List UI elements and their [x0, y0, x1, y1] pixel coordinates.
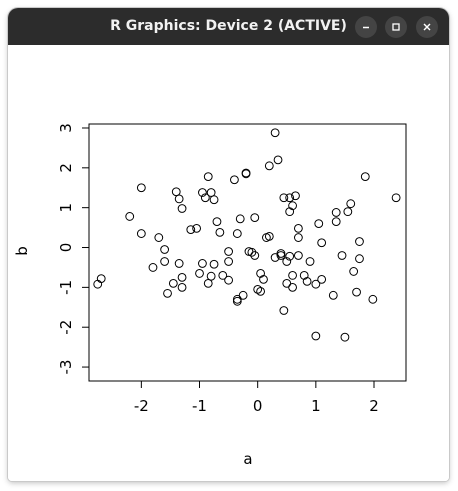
data-point — [289, 272, 297, 280]
data-point — [341, 333, 349, 341]
x-tick-label: 2 — [369, 397, 379, 415]
x-axis-label: a — [243, 450, 252, 468]
data-point — [332, 218, 340, 226]
data-point — [294, 252, 302, 260]
scatter-plot: -2 -1 0 1 2 -3 -2 -1 0 1 2 3 a b — [8, 45, 449, 481]
data-point — [294, 234, 302, 242]
minimize-icon — [361, 22, 371, 32]
data-point — [356, 238, 364, 246]
data-point — [236, 215, 244, 223]
data-point — [318, 239, 326, 247]
data-point — [210, 196, 218, 204]
data-point — [265, 162, 273, 170]
data-point — [126, 213, 134, 221]
data-point — [164, 289, 172, 297]
minimize-button[interactable] — [355, 16, 377, 38]
data-point — [216, 228, 224, 236]
data-points — [94, 129, 400, 341]
close-icon — [422, 22, 432, 32]
data-point — [251, 214, 259, 222]
data-point — [392, 194, 400, 202]
data-point — [199, 260, 207, 268]
data-point — [344, 208, 352, 216]
data-point — [225, 248, 233, 256]
data-point — [94, 280, 102, 288]
data-point — [233, 295, 241, 303]
x-tick-label: -1 — [192, 397, 207, 415]
data-point — [178, 205, 186, 213]
y-tick-label: -2 — [57, 320, 75, 335]
x-tick-label: 1 — [311, 397, 321, 415]
y-axis-label: b — [13, 246, 31, 256]
data-point — [369, 295, 377, 303]
data-point — [356, 255, 364, 263]
x-tick-label: -2 — [134, 397, 149, 415]
data-point — [178, 283, 186, 291]
data-point — [312, 332, 320, 340]
y-tick-label: 3 — [57, 123, 75, 133]
data-point — [265, 232, 273, 240]
data-point — [204, 279, 212, 287]
window-title: R Graphics: Device 2 (ACTIVE) — [8, 8, 449, 45]
maximize-button[interactable] — [385, 16, 407, 38]
data-point — [210, 260, 218, 268]
data-point — [175, 195, 183, 203]
y-tick-label: 2 — [57, 163, 75, 173]
data-point — [233, 297, 241, 305]
data-point — [172, 188, 180, 196]
data-point — [350, 268, 358, 276]
data-point — [225, 276, 233, 284]
data-point — [329, 291, 337, 299]
data-point — [161, 258, 169, 266]
data-point — [155, 234, 163, 242]
data-point — [196, 270, 204, 278]
data-point — [306, 258, 314, 266]
data-point — [207, 272, 215, 280]
data-point — [318, 275, 326, 283]
data-point — [239, 291, 247, 299]
data-point — [289, 283, 297, 291]
data-point — [338, 252, 346, 260]
data-point — [233, 230, 241, 238]
data-point — [97, 275, 105, 283]
y-tick-label: -3 — [57, 360, 75, 375]
data-point — [149, 264, 157, 272]
y-axis: -3 -2 -1 0 1 2 3 — [57, 123, 89, 374]
plot-area: -2 -1 0 1 2 -3 -2 -1 0 1 2 3 a b — [8, 45, 449, 481]
data-point — [283, 279, 291, 287]
data-point — [169, 279, 177, 287]
data-point — [274, 156, 282, 164]
close-button[interactable] — [416, 16, 438, 38]
data-point — [353, 288, 361, 296]
data-point — [347, 200, 355, 208]
y-tick-label: -1 — [57, 280, 75, 295]
data-point — [213, 218, 221, 226]
y-tick-label: 1 — [57, 203, 75, 213]
x-tick-label: 0 — [253, 397, 263, 415]
r-graphics-window: R Graphics: Device 2 (ACTIVE) -2 -1 0 1 2 -3… — [8, 8, 449, 481]
maximize-icon — [391, 22, 401, 32]
data-point — [204, 173, 212, 181]
data-point — [225, 258, 233, 266]
y-tick-label: 0 — [57, 243, 75, 253]
data-point — [137, 230, 145, 238]
data-point — [294, 224, 302, 232]
data-point — [280, 307, 288, 315]
data-point — [231, 176, 239, 184]
data-point — [271, 129, 279, 137]
data-point — [161, 246, 169, 254]
data-point — [137, 184, 145, 192]
x-axis: -2 -1 0 1 2 — [134, 381, 379, 415]
data-point — [332, 209, 340, 217]
data-point — [175, 260, 183, 268]
data-point — [207, 189, 215, 197]
data-point — [315, 220, 323, 228]
data-point — [193, 224, 201, 232]
data-point — [178, 274, 186, 282]
title-bar[interactable]: R Graphics: Device 2 (ACTIVE) — [8, 8, 449, 45]
data-point — [277, 250, 285, 258]
data-point — [361, 173, 369, 181]
